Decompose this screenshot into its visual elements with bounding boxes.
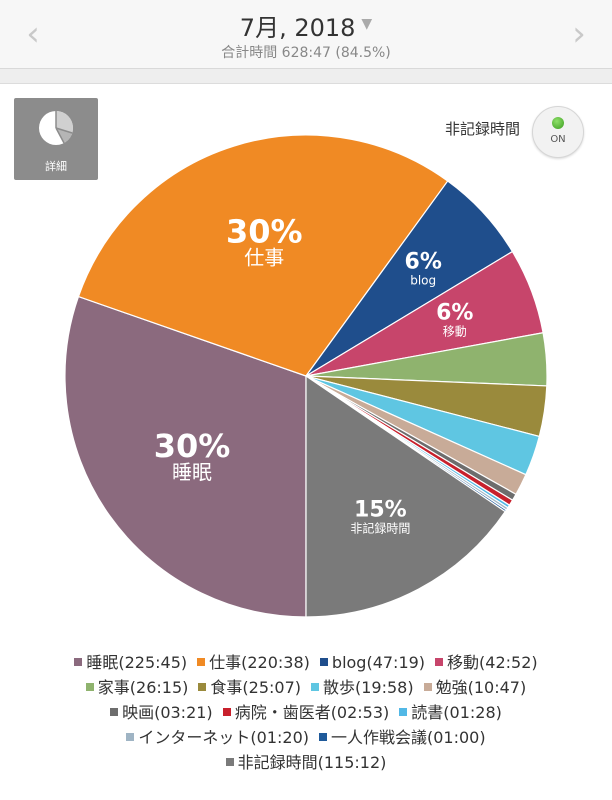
month-selector[interactable]: 7月, 2018 ▼ <box>0 8 612 43</box>
legend-swatch-icon <box>126 733 135 741</box>
slice-percent-label: 30% <box>154 427 231 465</box>
legend-swatch-icon <box>197 658 206 666</box>
legend-item: 移動(42:52) <box>435 650 538 675</box>
legend-swatch-icon <box>319 658 328 666</box>
detail-button[interactable]: 詳細 <box>14 98 98 180</box>
legend-row: 非記録時間(115:12) <box>0 750 612 775</box>
legend-label: 読書(01:28) <box>411 703 502 722</box>
legend-label: 一人作戦会議(01:00) <box>331 728 486 747</box>
legend-item: 非記録時間(115:12) <box>225 750 387 775</box>
legend-label: 仕事(220:38) <box>209 653 310 672</box>
unrecorded-time-toggle[interactable]: ON <box>532 106 584 158</box>
legend-label: 食事(25:07) <box>210 678 301 697</box>
pie-slice-13[interactable] <box>305 374 507 618</box>
legend-swatch-icon <box>319 733 327 741</box>
legend-swatch-icon <box>110 708 119 716</box>
legend-swatch-icon <box>311 683 319 691</box>
detail-label: 詳細 <box>45 160 67 173</box>
pie-slice-0[interactable] <box>64 295 307 618</box>
month-title: 7月, 2018 <box>239 14 356 42</box>
legend: 睡眠(225:45) 仕事(220:38) blog(47:19) 移動(42:52)… <box>0 650 612 775</box>
slice-name-label: 非記録時間 <box>350 521 410 536</box>
legend-label: 病院・歯医者(02:53) <box>234 703 390 722</box>
legend-swatch-icon <box>399 708 408 716</box>
total-time: 合計時間 628:47 (84.5%) <box>221 45 391 61</box>
legend-label: 移動(42:52) <box>447 653 538 672</box>
legend-item: 散歩(19:58) <box>311 675 414 700</box>
legend-item: blog(47:19) <box>319 650 426 675</box>
chevron-left-icon[interactable]: ‹ <box>26 14 40 54</box>
slice-name-label: 仕事 <box>244 246 284 270</box>
legend-item: インターネット(01:20) <box>126 725 309 750</box>
chart-panel: 30% 睡眠 30% 仕事 6% blog 6% 移動 15% 非記録時間 詳細 非記録時間 ON… <box>0 84 612 800</box>
slice-percent-label: 6% <box>405 249 442 274</box>
legend-item: 仕事(220:38) <box>197 650 310 675</box>
legend-item: 読書(01:28) <box>399 700 502 725</box>
legend-item: 一人作戦会議(01:00) <box>319 725 486 750</box>
legend-label: インターネット(01:20) <box>138 728 309 747</box>
legend-swatch-icon <box>225 758 234 766</box>
separator <box>0 69 612 84</box>
month-header: ‹ 7月, 2018 ▼ 合計時間 628:47 (84.5%) › <box>0 0 612 69</box>
legend-item: 睡眠(225:45) <box>74 650 187 675</box>
legend-swatch-icon <box>198 683 207 691</box>
slice-percent-label: 6% <box>436 301 473 326</box>
pie-chart-icon <box>39 111 73 145</box>
chevron-right-icon[interactable]: › <box>572 14 586 54</box>
legend-swatch-icon <box>222 708 231 716</box>
legend-swatch-icon <box>435 658 444 666</box>
slice-name-label: blog <box>410 273 436 287</box>
slice-name-label: 睡眠 <box>172 460 212 484</box>
legend-label: 勉強(10:47) <box>435 678 527 697</box>
legend-swatch-icon <box>423 683 432 691</box>
slice-percent-label: 15% <box>354 498 407 523</box>
status-led-icon <box>552 117 564 129</box>
unrecorded-time-label: 非記録時間 <box>444 120 520 138</box>
legend-item: 食事(25:07) <box>198 675 301 700</box>
legend-label: 家事(26:15) <box>97 678 189 697</box>
legend-label: 散歩(19:58) <box>323 678 414 697</box>
legend-row: インターネット(01:20) 一人作戦会議(01:00) <box>0 725 612 750</box>
legend-row: 家事(26:15) 食事(25:07) 散歩(19:58) 勉強(10:47) <box>0 675 612 700</box>
toggle-state: ON <box>550 134 566 145</box>
legend-item: 病院・歯医者(02:53) <box>222 700 390 725</box>
legend-label: blog(47:19) <box>331 653 426 672</box>
legend-label: 非記録時間(115:12) <box>237 753 387 772</box>
slice-percent-label: 30% <box>226 213 303 251</box>
legend-item: 家事(26:15) <box>85 675 189 700</box>
legend-item: 勉強(10:47) <box>423 675 527 700</box>
pie-slice-1[interactable] <box>77 134 449 377</box>
legend-row: 映画(03:21) 病院・歯医者(02:53) 読書(01:28) <box>0 700 612 725</box>
legend-label: 映画(03:21) <box>122 703 213 722</box>
legend-label: 睡眠(225:45) <box>86 653 188 672</box>
legend-swatch-icon <box>85 683 94 691</box>
slice-name-label: 移動 <box>443 325 467 339</box>
legend-swatch-icon <box>74 658 83 666</box>
caret-down-icon: ▼ <box>361 16 373 32</box>
legend-row: 睡眠(225:45) 仕事(220:38) blog(47:19) 移動(42:52) <box>0 650 612 675</box>
legend-item: 映画(03:21) <box>110 700 213 725</box>
